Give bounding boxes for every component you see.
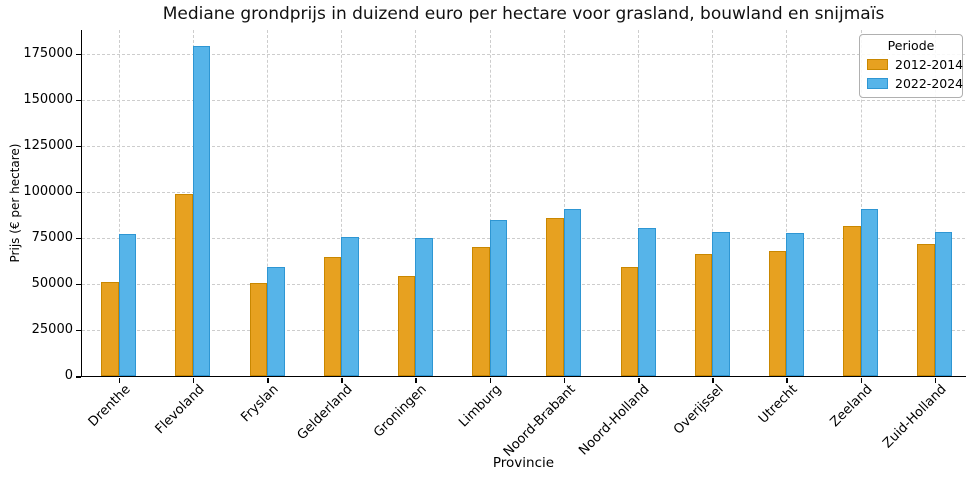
bar-groningen-2022-2024 (415, 237, 433, 376)
legend-title: Periode (887, 38, 935, 53)
y-tick-mark (76, 99, 81, 102)
bar-zeeland-2012-2014 (843, 226, 861, 376)
bar-groningen-2012-2014 (397, 275, 416, 376)
x-tick-label: Zuid-Holland (880, 382, 950, 452)
legend-label-2012-2014: 2012-2014 (895, 57, 964, 72)
v-gridline (415, 30, 417, 376)
x-tick-label: Zeeland (827, 382, 876, 431)
y-tick-mark (76, 191, 81, 194)
legend: Periode 2012-2014 2022-2024 (859, 34, 963, 98)
v-gridline (712, 30, 714, 376)
y-tick-label: 75000 (31, 229, 73, 245)
x-axis-label: Provincie (492, 455, 555, 471)
h-gridline (82, 145, 965, 147)
chart-title: Mediane grondprijs in duizend euro per h… (162, 4, 885, 24)
x-tick-mark (341, 377, 343, 383)
bar-flevoland-2022-2024 (192, 45, 211, 376)
bar-drenthe-2012-2014 (101, 282, 119, 376)
x-tick-mark (638, 377, 640, 383)
bar-overijssel-2022-2024 (712, 232, 730, 376)
v-gridline (489, 30, 491, 376)
y-tick-label: 150000 (23, 91, 73, 107)
bar-drenthe-2022-2024 (118, 234, 137, 376)
h-gridline (82, 329, 965, 331)
y-tick-label: 50000 (31, 275, 73, 291)
x-tick-label: Flevoland (152, 382, 208, 438)
legend-item-2012-2014: 2012-2014 (867, 57, 963, 72)
v-gridline (934, 30, 936, 376)
x-tick-label: Groningen (371, 382, 430, 441)
bar-zuid-holland-2012-2014 (917, 244, 935, 376)
h-gridline (82, 237, 965, 239)
bar-zuid-holland-2022-2024 (934, 232, 953, 376)
x-tick-label: Gelderland (294, 382, 356, 444)
bar-utrecht-2012-2014 (768, 250, 787, 376)
y-tick-label: 175000 (23, 45, 73, 61)
bar-zeeland-2022-2024 (860, 208, 879, 376)
x-tick-mark (489, 377, 492, 383)
bar-noord-brabant-2022-2024 (563, 208, 582, 376)
y-tick-label: 125000 (23, 137, 73, 153)
legend-swatch-2022-2024 (867, 78, 888, 89)
legend-label-2022-2024: 2022-2024 (895, 76, 964, 91)
bar-noord-holland-2022-2024 (638, 227, 656, 376)
bar-limburg-2012-2014 (472, 247, 490, 376)
v-gridline (563, 30, 565, 376)
y-tick-label: 100000 (23, 183, 73, 199)
bar-noord-holland-2012-2014 (620, 266, 638, 376)
x-tick-mark (267, 377, 269, 383)
y-tick-label: 25000 (31, 321, 73, 337)
v-gridline (118, 30, 120, 376)
h-gridline (82, 191, 965, 193)
y-tick-mark (76, 376, 81, 378)
h-gridline (82, 99, 965, 101)
x-tick-label: Drenthe (85, 382, 134, 430)
y-tick-mark (76, 237, 81, 240)
bar-limburg-2022-2024 (489, 219, 508, 376)
x-tick-mark (934, 377, 937, 383)
x-tick-mark (118, 377, 121, 383)
v-gridline (786, 30, 788, 376)
x-tick-label: Overijssel (671, 382, 727, 438)
bar-overijssel-2012-2014 (694, 253, 713, 376)
x-tick-label: Noord-Holland (576, 382, 653, 459)
y-tick-mark (76, 53, 81, 56)
x-tick-mark (192, 377, 195, 383)
plot-area (82, 30, 965, 377)
v-gridline (341, 30, 343, 376)
x-tick-mark (563, 377, 566, 383)
y-axis-spine (80, 30, 82, 377)
bar-flevoland-2012-2014 (175, 193, 193, 376)
bar-gelderland-2022-2024 (341, 237, 359, 376)
x-axis-spine (80, 375, 966, 378)
x-tick-label: Fryslan (238, 382, 282, 426)
v-gridline (860, 30, 862, 376)
v-gridline (638, 30, 639, 376)
x-tick-label: Limburg (455, 382, 505, 431)
bar-utrecht-2022-2024 (786, 233, 804, 376)
x-tick-label: Noord-Brabant (500, 382, 579, 460)
x-tick-mark (415, 377, 417, 383)
x-tick-label: Utrecht (756, 382, 801, 427)
bar-gelderland-2012-2014 (323, 257, 342, 376)
x-tick-mark (860, 377, 863, 383)
legend-item-2022-2024: 2022-2024 (867, 76, 963, 91)
h-gridline (82, 53, 965, 55)
y-tick-label: 0 (64, 368, 73, 383)
h-gridline (82, 283, 965, 285)
y-tick-mark (76, 283, 81, 286)
bar-noord-brabant-2012-2014 (546, 217, 564, 376)
x-tick-mark (786, 377, 788, 383)
legend-swatch-2012-2014 (867, 59, 888, 70)
bar-fryslan-2022-2024 (267, 267, 285, 376)
v-gridline (267, 30, 268, 376)
bar-fryslan-2012-2014 (249, 283, 267, 376)
y-tick-mark (76, 329, 81, 332)
y-tick-mark (76, 145, 81, 148)
x-tick-mark (712, 377, 714, 383)
